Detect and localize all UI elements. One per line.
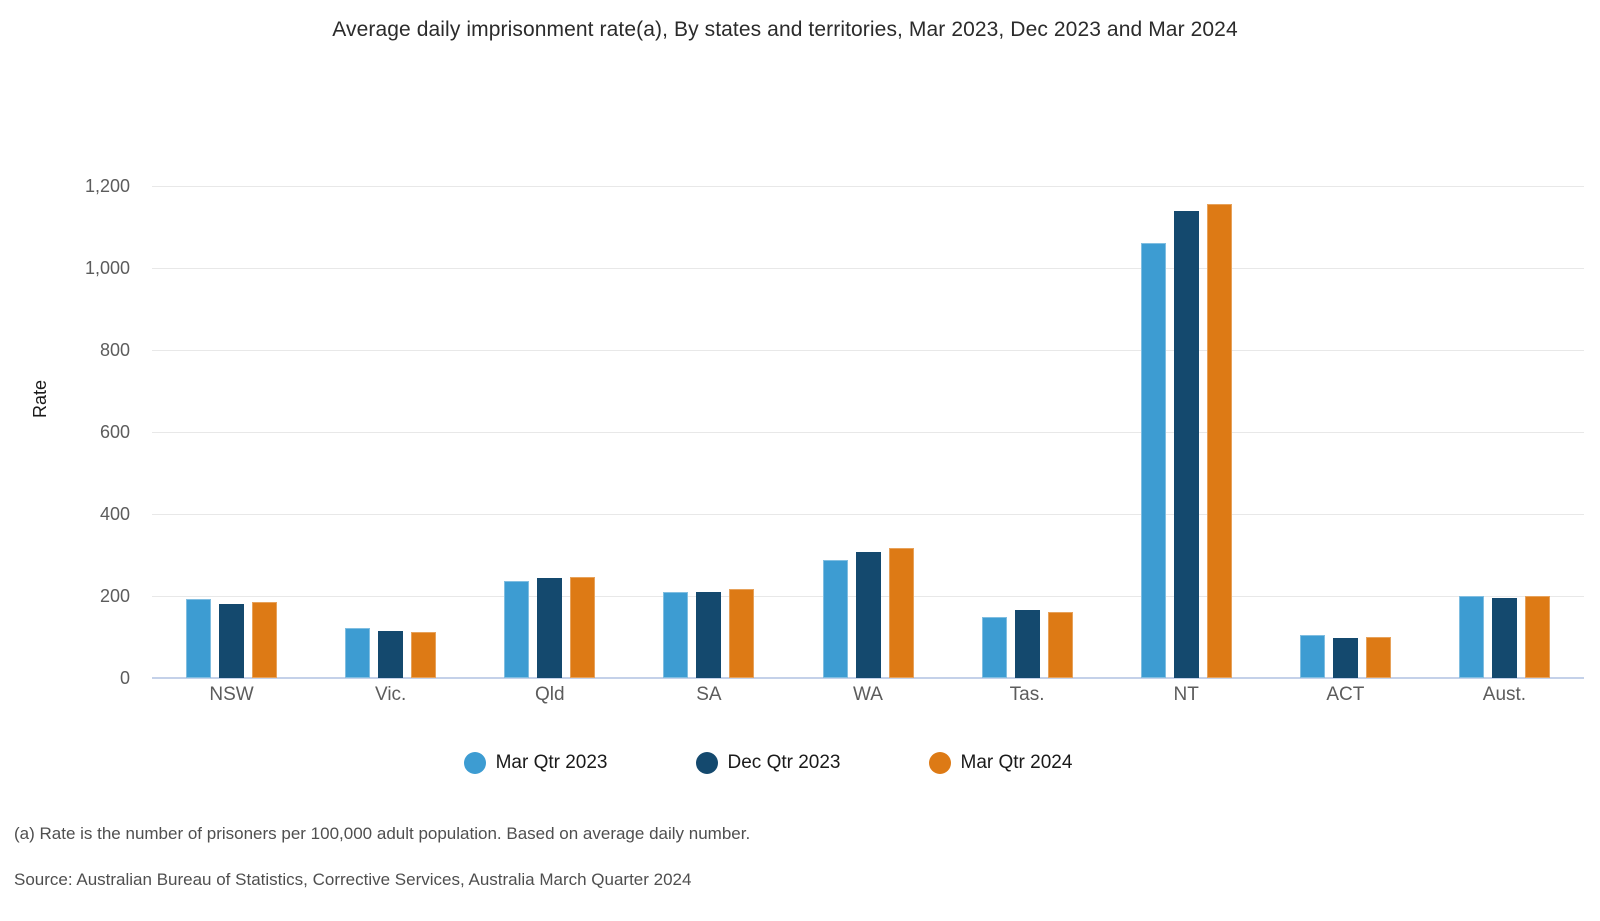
- x-axis-label-tas: Tas.: [1009, 684, 1045, 705]
- bar-aust-dec-qtr-2023[interactable]: [1491, 597, 1517, 678]
- bar-qld-mar-qtr-2023[interactable]: [504, 580, 530, 678]
- bar-qld-mar-qtr-2024[interactable]: [570, 577, 596, 678]
- bar-nsw-dec-qtr-2023[interactable]: [219, 603, 245, 678]
- gridline-y-1000: [152, 267, 1584, 269]
- bar-wa-mar-qtr-2023[interactable]: [822, 559, 848, 678]
- chart-title: Average daily imprisonment rate(a), By s…: [332, 18, 1238, 41]
- bar-nsw-mar-qtr-2023[interactable]: [186, 598, 212, 678]
- bar-nt-mar-qtr-2024[interactable]: [1206, 204, 1232, 678]
- footnote-rate-definition: (a) Rate is the number of prisoners per …: [14, 824, 751, 843]
- bar-sa-mar-qtr-2023[interactable]: [663, 592, 689, 678]
- legend-item-mar-qtr-2024[interactable]: Mar Qtr 2024: [928, 752, 1073, 774]
- legend-label: Mar Qtr 2023: [495, 752, 608, 773]
- bar-act-mar-qtr-2023[interactable]: [1299, 634, 1325, 678]
- bar-aust-mar-qtr-2024[interactable]: [1524, 595, 1550, 678]
- bar-tas-dec-qtr-2023[interactable]: [1014, 609, 1040, 678]
- x-axis-label-aust: Aust.: [1482, 684, 1527, 705]
- gridline-y-400: [152, 513, 1584, 515]
- x-axis-label-vic: Vic.: [374, 684, 407, 705]
- x-axis-label-nsw: NSW: [209, 684, 254, 705]
- legend-swatch-icon: [463, 752, 486, 774]
- legend-swatch-icon: [695, 752, 718, 774]
- x-axis-label-wa: WA: [853, 684, 883, 705]
- x-axis-label-qld: Qld: [534, 684, 565, 705]
- legend-swatch-icon: [928, 752, 951, 774]
- y-tick-label: 400: [99, 504, 130, 524]
- bar-aust-mar-qtr-2023[interactable]: [1458, 595, 1484, 678]
- y-tick-label: 1,200: [84, 176, 130, 196]
- gridline-y-800: [152, 349, 1584, 351]
- bar-wa-dec-qtr-2023[interactable]: [855, 552, 881, 678]
- x-axis-label-act: ACT: [1326, 684, 1365, 705]
- bar-nsw-mar-qtr-2024[interactable]: [252, 602, 278, 678]
- footnote-source: Source: Australian Bureau of Statistics,…: [14, 870, 692, 889]
- bar-wa-mar-qtr-2024[interactable]: [888, 547, 914, 678]
- x-axis-label-sa: SA: [696, 684, 722, 705]
- legend-item-dec-qtr-2023[interactable]: Dec Qtr 2023: [695, 752, 841, 774]
- y-tick-label: 200: [99, 586, 130, 606]
- bar-qld-dec-qtr-2023[interactable]: [537, 578, 563, 678]
- y-tick-label: 1,000: [84, 258, 130, 278]
- legend-label: Dec Qtr 2023: [727, 752, 841, 773]
- y-tick-label: 600: [99, 422, 130, 442]
- bar-vic-mar-qtr-2024[interactable]: [411, 631, 437, 678]
- bar-nt-mar-qtr-2023[interactable]: [1140, 243, 1166, 678]
- bar-vic-dec-qtr-2023[interactable]: [378, 631, 404, 678]
- bar-tas-mar-qtr-2023[interactable]: [981, 616, 1007, 678]
- bar-act-mar-qtr-2024[interactable]: [1365, 636, 1391, 678]
- bar-sa-mar-qtr-2024[interactable]: [729, 589, 755, 678]
- bar-vic-mar-qtr-2023[interactable]: [345, 627, 371, 678]
- legend-item-mar-qtr-2023[interactable]: Mar Qtr 2023: [463, 752, 608, 774]
- bar-act-dec-qtr-2023[interactable]: [1332, 637, 1358, 678]
- bar-sa-dec-qtr-2023[interactable]: [696, 592, 722, 678]
- gridline-y-600: [152, 431, 1584, 433]
- bar-nt-dec-qtr-2023[interactable]: [1173, 211, 1199, 678]
- bar-tas-mar-qtr-2024[interactable]: [1047, 611, 1073, 678]
- legend-label: Mar Qtr 2024: [960, 752, 1073, 773]
- y-tick-label: 800: [99, 340, 130, 360]
- gridline-y-1200: [152, 185, 1584, 187]
- legend: Mar Qtr 2023 Dec Qtr 2023 Mar Qtr 2024: [0, 752, 1568, 774]
- y-tick-label: 0: [119, 668, 130, 688]
- x-axis-label-nt: NT: [1173, 684, 1199, 705]
- x-axis-line: [152, 677, 1584, 679]
